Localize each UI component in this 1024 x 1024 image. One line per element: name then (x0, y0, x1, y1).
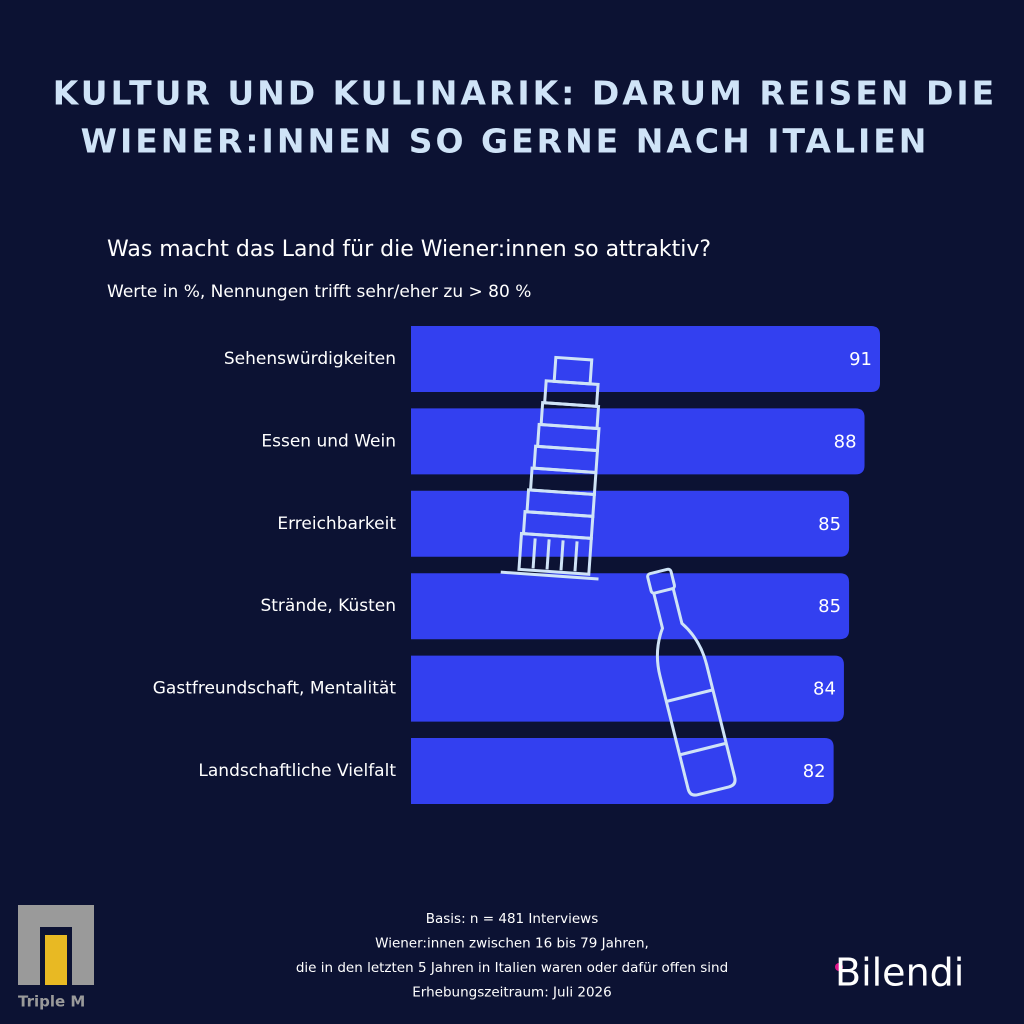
value-label: 82 (803, 761, 826, 782)
category-label: Erreichbarkeit (277, 514, 396, 534)
note: Werte in %, Nennungen trifft sehr/eher z… (107, 282, 531, 302)
bar (411, 490, 850, 557)
footnote-line: Erhebungszeitraum: Juli 2026 (412, 985, 611, 1001)
value-label: 91 (849, 349, 872, 370)
category-label: Landschaftliche Vielfalt (198, 761, 396, 781)
category-label: Essen und Wein (261, 431, 396, 451)
category-label: Gastfreundschaft, Mentalität (153, 679, 397, 699)
footnote-line: die in den letzten 5 Jahren in Italien w… (296, 960, 728, 976)
triple-m-logo: Triple M (18, 905, 94, 1011)
logo-text: Bilendi (835, 951, 964, 995)
bar (411, 326, 880, 392)
footnote-line: Wiener:innen zwischen 16 bis 79 Jahren, (375, 936, 649, 952)
bar (411, 408, 865, 475)
logo-text: Triple M (18, 993, 85, 1011)
bar (411, 655, 844, 722)
bottle-icon (646, 567, 737, 797)
footnote-line: Basis: n = 481 Interviews (426, 911, 599, 927)
footnote: Basis: n = 481 Interviews Wiener:innen zw… (296, 911, 728, 1001)
value-label: 85 (818, 596, 841, 617)
value-label: 84 (813, 679, 836, 700)
title-line: WIENER:INNEN SO GERNE NACH ITALIEN (81, 122, 930, 161)
bar (411, 738, 834, 804)
category-label: Strände, Küsten (260, 596, 396, 616)
logo-dot (835, 963, 843, 971)
bar (411, 573, 850, 640)
value-label: 85 (818, 514, 841, 535)
title-line: KULTUR UND KULINARIK: DARUM REISEN DIE (53, 74, 997, 113)
tower-icon (500, 355, 601, 581)
value-label: 88 (834, 431, 857, 452)
category-label: Sehenswürdigkeiten (224, 349, 396, 369)
subtitle: Was macht das Land für die Wiener:innen … (107, 237, 711, 262)
